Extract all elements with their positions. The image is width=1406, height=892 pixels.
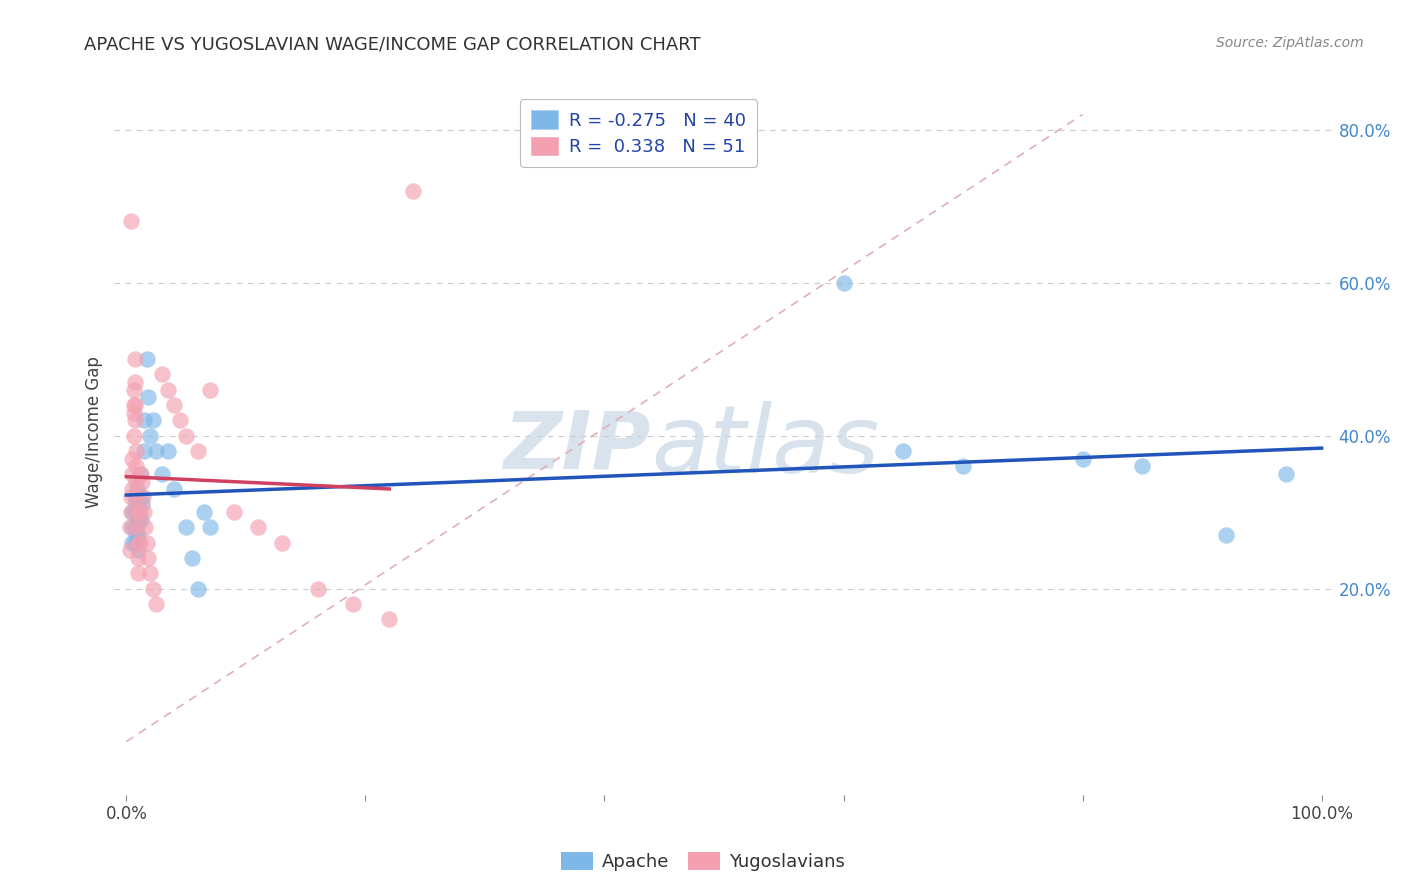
Point xyxy=(124,505,146,519)
Point xyxy=(150,467,173,481)
Point xyxy=(128,467,150,481)
Text: APACHE VS YUGOSLAVIAN WAGE/INCOME GAP CORRELATION CHART: APACHE VS YUGOSLAVIAN WAGE/INCOME GAP CO… xyxy=(84,36,702,54)
Point xyxy=(134,505,156,519)
Point xyxy=(134,520,156,534)
Point xyxy=(198,383,221,397)
Point xyxy=(135,352,157,367)
Point xyxy=(135,535,157,549)
Point xyxy=(198,520,221,534)
Point xyxy=(134,444,156,458)
Point xyxy=(129,490,152,504)
Point xyxy=(163,398,186,412)
Point xyxy=(1215,528,1237,542)
Point xyxy=(121,520,143,534)
Point xyxy=(342,597,364,611)
Point xyxy=(129,513,152,527)
Point xyxy=(124,413,146,427)
Point xyxy=(118,520,141,534)
Point xyxy=(891,444,914,458)
Point xyxy=(122,383,145,397)
Point xyxy=(122,406,145,420)
Point xyxy=(1275,467,1298,481)
Point xyxy=(169,413,191,427)
Point xyxy=(187,582,209,596)
Point xyxy=(127,528,149,542)
Point xyxy=(120,505,142,519)
Point xyxy=(174,520,197,534)
Point xyxy=(1071,451,1094,466)
Point xyxy=(136,551,159,566)
Point xyxy=(121,505,143,519)
Text: Source: ZipAtlas.com: Source: ZipAtlas.com xyxy=(1216,36,1364,50)
Point xyxy=(125,444,148,458)
Point xyxy=(125,490,148,504)
Point xyxy=(193,505,215,519)
Point xyxy=(121,467,143,481)
Point xyxy=(378,612,401,626)
Point xyxy=(120,214,142,228)
Point xyxy=(127,551,149,566)
Point xyxy=(163,482,186,496)
Point xyxy=(127,520,149,534)
Point xyxy=(127,513,149,527)
Point xyxy=(124,490,146,504)
Point xyxy=(134,413,156,427)
Point xyxy=(136,390,159,404)
Point xyxy=(122,398,145,412)
Point xyxy=(127,520,149,534)
Point xyxy=(121,482,143,496)
Point xyxy=(145,444,167,458)
Point xyxy=(150,368,173,382)
Point xyxy=(125,459,148,474)
Point xyxy=(122,428,145,442)
Point xyxy=(222,505,245,519)
Point xyxy=(128,535,150,549)
Point xyxy=(131,498,153,512)
Point xyxy=(127,566,149,581)
Point xyxy=(174,428,197,442)
Legend: Apache, Yugoslavians: Apache, Yugoslavians xyxy=(554,846,852,879)
Point xyxy=(187,444,209,458)
Point xyxy=(128,505,150,519)
Point xyxy=(142,582,165,596)
Point xyxy=(121,451,143,466)
Legend: R = -0.275   N = 40, R =  0.338   N = 51: R = -0.275 N = 40, R = 0.338 N = 51 xyxy=(520,99,756,167)
Point xyxy=(127,535,149,549)
Point xyxy=(1132,459,1154,474)
Point xyxy=(125,475,148,489)
Point xyxy=(142,413,165,427)
Text: atlas: atlas xyxy=(651,401,879,491)
Point xyxy=(118,543,141,558)
Point xyxy=(127,505,149,519)
Point xyxy=(120,490,142,504)
Point xyxy=(181,551,204,566)
Point xyxy=(131,475,153,489)
Y-axis label: Wage/Income Gap: Wage/Income Gap xyxy=(86,356,103,508)
Point xyxy=(307,582,329,596)
Point xyxy=(127,482,149,496)
Point xyxy=(952,459,974,474)
Point xyxy=(246,520,269,534)
Point xyxy=(125,528,148,542)
Point xyxy=(157,383,180,397)
Point xyxy=(124,535,146,549)
Point xyxy=(157,444,180,458)
Text: ZIP: ZIP xyxy=(503,408,651,485)
Point xyxy=(127,543,149,558)
Point xyxy=(121,535,143,549)
Point xyxy=(124,398,146,412)
Point xyxy=(402,184,425,198)
Point xyxy=(145,597,167,611)
Point xyxy=(124,375,146,389)
Point xyxy=(129,467,152,481)
Point xyxy=(124,520,146,534)
Point xyxy=(139,566,162,581)
Point xyxy=(125,498,148,512)
Point xyxy=(270,535,292,549)
Point xyxy=(132,490,155,504)
Point xyxy=(124,352,146,367)
Point xyxy=(832,276,855,290)
Point xyxy=(139,428,162,442)
